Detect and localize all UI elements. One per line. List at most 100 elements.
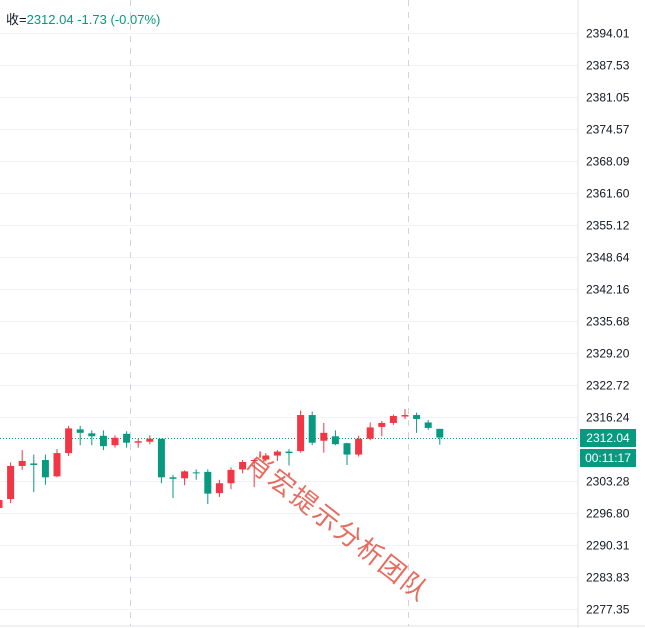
candle-body [204,471,212,494]
candle-bullish[interactable] [250,458,258,488]
candle-body [0,500,3,508]
candle-bullish[interactable] [355,435,363,457]
candle-body [413,415,421,419]
candle-bearish[interactable] [30,454,38,493]
candle-body [285,451,293,454]
candle-bullish[interactable] [7,462,15,504]
candle-body [53,453,61,477]
candle-bearish[interactable] [41,454,49,485]
candle-bullish[interactable] [215,479,223,498]
price-tick-label: 2374.57 [586,123,630,137]
candle-bearish[interactable] [413,412,421,433]
candle-bullish[interactable] [297,410,305,453]
candle-body [18,460,26,466]
candle-bullish[interactable] [366,422,374,441]
candle-bullish[interactable] [0,484,3,514]
price-tick-label: 2290.31 [586,539,630,553]
candle-bearish[interactable] [88,430,96,446]
candle-body [273,451,281,456]
price-tick-label: 2381.05 [586,91,630,105]
candle-bullish[interactable] [181,470,189,486]
candle-body [239,461,247,470]
candle-bullish[interactable] [134,438,142,448]
legend-change: -1.73 [77,12,107,27]
price-tick-label: 2283.83 [586,571,630,585]
price-tick-label: 2394.01 [586,27,630,41]
candle-bearish[interactable] [424,419,432,430]
candle-bullish[interactable] [262,453,270,462]
candle-body [424,422,432,428]
candle-body [297,415,305,452]
vertical-dashed-lines [130,0,409,626]
candle-body [308,415,316,443]
candle-body [88,433,96,437]
price-tick-label: 2348.64 [586,251,630,265]
ohlc-legend: 收=2312.04 -1.73 (-0.07%) [6,9,160,28]
candle-body [192,472,200,474]
candle-bearish[interactable] [436,428,444,445]
candle-body [250,460,258,462]
candle-bearish[interactable] [123,431,131,448]
candle-bullish[interactable] [146,435,154,445]
candle-body [343,443,351,455]
candle-bullish[interactable] [53,449,61,478]
candle-bearish[interactable] [331,430,339,446]
candle-body [401,415,409,417]
candle-bullish[interactable] [273,450,281,461]
candle-body [123,433,131,443]
price-tick-label: 2355.12 [586,219,630,233]
candle-body [366,427,374,439]
candle-bullish[interactable] [65,425,73,457]
candle-bullish[interactable] [401,409,409,419]
candle-bearish[interactable] [169,474,177,499]
legend-close: 2312.04 [26,12,74,27]
price-tick-label: 2342.16 [586,283,630,297]
price-tick-label: 2387.53 [586,59,630,73]
grid-lines [0,33,578,610]
candle-bearish[interactable] [99,430,107,451]
candles[interactable] [0,409,444,514]
candle-body [30,463,38,465]
legend-label: 收= [6,12,27,27]
candle-body [111,437,119,446]
price-axis-ticks: 2394.01 2387.53 2381.05 2374.57 2368.09 2361.… [586,27,630,617]
candle-body [181,471,189,479]
candle-body [378,422,386,427]
candle-bearish[interactable] [192,469,200,480]
countdown-tag: 00:11:17 [580,449,636,467]
candle-bullish[interactable] [320,422,328,453]
candle-body [76,429,84,433]
candle-bullish[interactable] [389,414,397,425]
candle-bearish[interactable] [308,411,316,446]
candle-body [215,483,223,494]
candle-bullish[interactable] [111,435,119,448]
price-tick-label: 2316.24 [586,411,630,425]
legend-change-pct: (-0.07%) [110,12,161,27]
candle-body [7,465,15,500]
candle-body [157,438,165,478]
price-tick-label: 2303.28 [586,475,630,489]
candle-body [169,477,177,479]
candle-bearish[interactable] [157,438,165,484]
candle-bullish[interactable] [239,460,247,474]
candle-bearish[interactable] [343,442,351,465]
candle-body [262,455,270,460]
last-price-tag: 2312.04 [580,429,636,447]
candle-bullish[interactable] [227,467,235,490]
candle-body [134,441,142,443]
candle-bullish[interactable] [18,450,26,470]
candle-body [355,438,363,455]
candle-bearish[interactable] [76,425,84,446]
candle-body [227,469,235,484]
price-tick-label: 2335.68 [586,315,630,329]
candle-body [41,460,49,478]
candle-bearish[interactable] [285,449,293,466]
price-tick-label: 2296.80 [586,507,630,521]
price-tick-label: 2361.60 [586,187,630,201]
candle-bearish[interactable] [204,469,212,504]
candle-body [99,435,107,447]
candle-body [436,428,444,438]
candle-bullish[interactable] [378,420,386,437]
